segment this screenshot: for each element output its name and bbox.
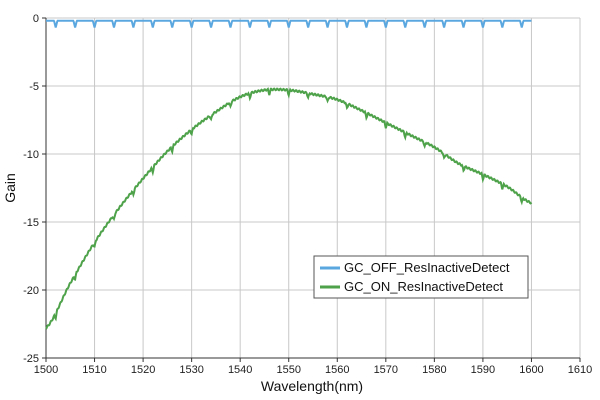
series-line-gc-on [45,87,533,330]
legend: GC_OFF_ResInactiveDetect GC_ON_ResInacti… [313,255,529,299]
y-tick-label: -5 [29,81,39,93]
axes [42,17,581,362]
x-tick-label: 1580 [422,364,446,376]
x-tick-label: 1590 [471,364,495,376]
x-tick-label: 1530 [179,364,203,376]
y-tick-label: -25 [23,353,39,365]
x-tick-labels: 1500 1510 1520 1530 1540 1550 1560 1570 1580 1590… [34,364,592,376]
legend-box [313,255,529,299]
y-tick-label: 0 [33,13,39,25]
x-tick-label: 1510 [82,364,106,376]
legend-label-on: GC_ON_ResInactiveDetect [344,279,503,294]
x-tick-label: 1540 [228,364,252,376]
x-tick-label: 1500 [34,364,58,376]
y-tick-label: -10 [23,149,39,161]
x-tick-label: 1610 [568,364,592,376]
series-lines [45,19,533,330]
x-tick-label: 1550 [276,364,300,376]
x-tick-label: 1520 [131,364,155,376]
y-axis-label: Gain [2,173,18,203]
y-tick-label: -20 [23,285,39,297]
y-tick-label: -15 [23,217,39,229]
series-line-gc-off [46,19,532,28]
x-axis-label: Wavelength(nm) [261,378,363,394]
grid [45,17,581,359]
legend-label-off: GC_OFF_ResInactiveDetect [344,260,510,275]
x-tick-label: 1600 [519,364,543,376]
x-tick-label: 1560 [325,364,349,376]
y-tick-labels: 0 -5 -10 -15 -20 -25 [23,13,39,365]
x-tick-label: 1570 [374,364,398,376]
